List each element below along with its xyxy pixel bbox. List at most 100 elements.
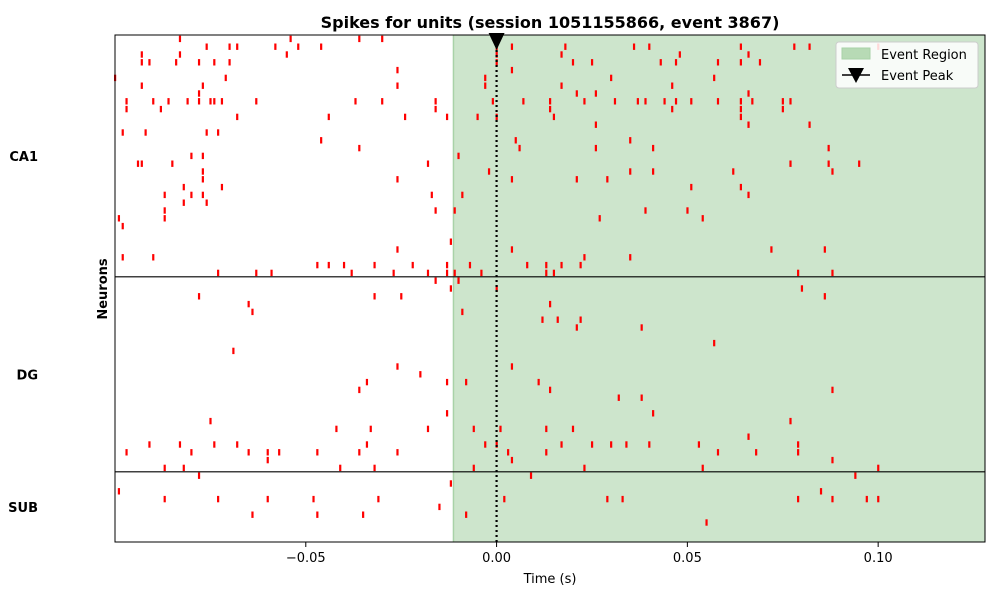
spike-mark [327,261,330,269]
spike-mark [171,160,174,167]
spike-mark [121,222,124,230]
spike-mark [510,43,514,50]
spike-mark [579,261,582,269]
spike-mark [549,300,552,308]
spike-mark [377,495,380,503]
spike-mark [617,394,620,401]
spike-mark [739,183,742,191]
spike-mark [537,378,540,386]
region-boundaries [115,276,985,473]
spike-mark [690,183,693,191]
region-label: SUB [8,501,38,516]
region-label: CA1 [9,150,38,165]
spike-mark [289,35,292,43]
spike-mark [713,339,716,347]
spike-mark [190,152,193,160]
spike-mark [560,51,563,58]
spike-mark [396,246,399,253]
spike-mark [644,98,647,105]
spike-mark [629,168,632,175]
spike-mark [144,129,147,136]
spike-mark [461,308,464,316]
spike-mark [575,90,578,97]
spike-mark [266,495,269,503]
spike-mark [224,74,227,82]
spike-mark [457,152,460,160]
spike-mark [255,98,258,105]
spike-mark [358,35,361,43]
event-region [453,35,985,542]
spike-mark [549,386,552,394]
x-axis-ticks: −0.05 0.00 0.05 0.10 [286,542,893,566]
spike-mark [236,441,239,448]
legend-event-peak-marker [848,68,864,83]
spike-mark [373,464,376,472]
spike-mark [201,168,204,175]
spike-mark [140,51,143,58]
spike-mark [758,59,762,66]
spike-mark [255,269,258,277]
spike-mark [140,160,143,167]
spike-mark [148,441,151,448]
x-tick-label: 0.10 [864,551,893,566]
spike-mark [590,59,594,66]
spike-mark [831,269,834,277]
spike-mark [354,98,357,105]
spike-mark [209,98,212,105]
spike-mark [358,144,361,152]
spike-mark [266,456,269,464]
spike-marks [114,35,880,526]
chart-title: Spikes for units (session 1051155866, ev… [321,13,780,32]
spike-mark [339,464,342,472]
spike-mark [453,269,456,277]
spike-mark [163,495,166,503]
spike-mark [457,277,460,284]
spike-mark [877,464,880,472]
spike-mark [632,43,636,50]
spike-mark [751,98,754,105]
spike-mark [606,495,609,503]
spike-mark [705,519,708,526]
x-tick-label: −0.05 [286,551,326,566]
spike-mark [205,43,208,50]
spike-mark [659,59,662,66]
spike-mark [797,495,800,503]
legend: Event Region Event Peak [835,41,979,89]
spike-mark [434,105,437,113]
spike-mark [827,144,830,152]
spike-mark [529,472,533,479]
spike-mark [652,144,655,152]
spike-mark [140,82,143,89]
spike-mark [800,285,804,292]
spike-mark [342,261,346,269]
spike-mark [236,43,239,50]
spike-mark [472,464,475,472]
spike-mark [797,449,800,456]
spike-mark [571,59,575,66]
spike-mark [163,191,166,199]
spike-mark [606,176,609,183]
spike-mark [503,495,506,503]
spike-mark [793,43,796,50]
legend-event-region-swatch [841,47,871,60]
spike-mark [644,207,647,214]
spike-mark [590,441,594,448]
spike-mark [404,113,407,121]
spike-mark [201,82,204,89]
spike-mark [522,98,525,105]
spike-mark [419,371,422,378]
spike-mark [854,472,857,479]
spike-mark [610,74,613,82]
spike-mark [396,66,399,74]
spike-mark [495,59,498,66]
spike-mark [152,98,155,105]
spike-mark [487,168,491,175]
spike-mark [400,293,403,300]
spike-mark [495,441,498,448]
spike-mark [445,410,449,417]
spike-mark [362,511,365,518]
spike-mark [197,472,201,479]
spike-mark [747,90,750,97]
plot-area [114,33,986,543]
